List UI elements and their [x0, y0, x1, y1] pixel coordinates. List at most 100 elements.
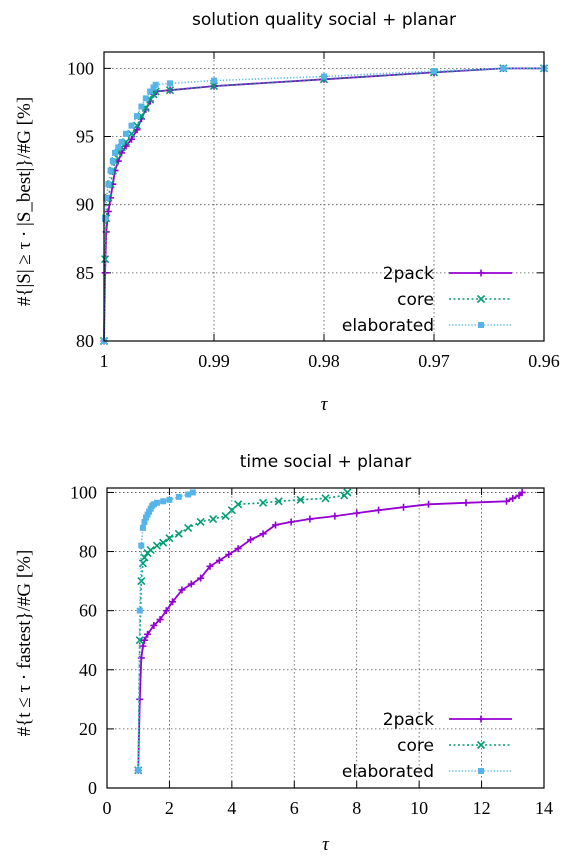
point-2pack — [156, 616, 164, 624]
point-2pack — [140, 636, 148, 644]
point-elaborated — [135, 767, 142, 774]
y-tick-label: 100 — [70, 482, 97, 502]
point-2pack — [425, 500, 433, 508]
point-core — [165, 534, 174, 543]
point-elaborated — [128, 122, 135, 129]
point-elaborated — [211, 77, 217, 84]
x-axis-label: τ — [322, 834, 330, 855]
point-core — [259, 498, 268, 507]
series-line-core — [103, 67, 544, 342]
point-elaborated — [166, 496, 173, 503]
legend: 2pack core elaborated — [342, 710, 512, 782]
point-elaborated — [138, 542, 145, 549]
series-line-elaborated — [137, 491, 194, 771]
legend-label: 2pack — [383, 710, 434, 730]
x-tick-label: 1 — [100, 351, 109, 371]
point-core — [209, 514, 218, 524]
plot-frame — [103, 51, 545, 342]
y-axis-label: #{t ≤ τ · fastest}/#G [%] — [14, 550, 35, 737]
point-2pack — [169, 598, 177, 606]
point-2pack — [104, 207, 112, 215]
x-tick-label: 2 — [165, 798, 174, 818]
y-tick-label: 0 — [88, 778, 97, 798]
point-core — [184, 523, 193, 532]
point-elaborated — [150, 501, 157, 508]
point-elaborated — [147, 88, 154, 95]
legend-label: elaborated — [342, 762, 434, 782]
point-elaborated — [152, 81, 159, 88]
point-2pack — [375, 506, 383, 514]
point-2pack — [178, 586, 186, 594]
point-elaborated — [102, 215, 109, 222]
x-tick-label: 10 — [410, 798, 428, 818]
point-core — [101, 255, 110, 264]
y-tick-label: 90 — [76, 195, 94, 215]
point-elaborated — [175, 493, 182, 500]
y-tick-label: 80 — [79, 542, 97, 562]
point-2pack — [225, 551, 233, 559]
point-core — [343, 488, 352, 497]
chart-title: time social + planar — [240, 452, 411, 472]
point-2pack — [287, 518, 295, 526]
y-tick-label: 80 — [76, 331, 94, 351]
point-core — [227, 506, 236, 515]
point-elaborated — [500, 65, 507, 72]
point-elaborated — [153, 499, 160, 506]
x-tick-label: 8 — [352, 798, 361, 818]
x-tick-label: 0.97 — [418, 351, 450, 371]
point-2pack — [272, 521, 280, 529]
legend-marker — [476, 740, 486, 750]
point-elaborated — [142, 95, 149, 102]
point-elaborated — [103, 194, 110, 201]
point-2pack — [247, 536, 255, 544]
point-elaborated — [141, 518, 148, 525]
point-2pack — [234, 545, 242, 553]
legend-marker — [477, 269, 485, 277]
legend-marker — [476, 294, 486, 304]
point-elaborated — [123, 130, 129, 137]
point-elaborated — [115, 144, 122, 151]
point-core — [138, 559, 147, 568]
point-2pack — [215, 556, 223, 564]
point-core — [321, 494, 330, 503]
point-core — [137, 577, 146, 586]
point-2pack — [503, 497, 511, 505]
legend: 2pack core elaborated — [342, 264, 512, 336]
point-elaborated — [185, 491, 192, 498]
y-tick-label: 100 — [67, 58, 94, 78]
legend-label: core — [397, 290, 434, 310]
chart-2: 0 2 4 6 8 10 12 14 0 20 40 60 80 100 2pack core elaborat… — [14, 452, 553, 855]
point-2pack — [259, 530, 267, 538]
y-tick-label: 60 — [79, 601, 97, 621]
series-elaborated — [135, 489, 196, 774]
x-tick-label: 0.99 — [198, 351, 230, 371]
series-2pack — [134, 488, 526, 774]
point-2pack — [462, 499, 470, 507]
point-2pack — [197, 574, 205, 582]
x-tick-label: 0.96 — [528, 351, 560, 371]
point-elaborated — [160, 498, 167, 505]
point-elaborated — [134, 113, 140, 120]
point-2pack — [150, 621, 158, 629]
point-core — [135, 636, 144, 645]
point-2pack — [206, 562, 214, 570]
legend-label: elaborated — [342, 316, 434, 336]
point-core — [127, 129, 136, 138]
point-core — [234, 500, 243, 509]
point-2pack — [331, 512, 339, 520]
y-tick-label: 20 — [79, 719, 97, 739]
y-tick-label: 85 — [76, 263, 94, 283]
point-elaborated — [321, 73, 327, 80]
legend-marker — [478, 768, 484, 774]
point-core — [221, 512, 230, 521]
chart-1: 1 0.99 0.98 0.97 0.96 80 85 90 95 100 2pack core ela… — [14, 10, 560, 415]
point-2pack — [518, 488, 526, 496]
point-elaborated — [107, 167, 114, 174]
point-core — [159, 538, 168, 547]
point-2pack — [187, 580, 195, 588]
y-tick-label: 95 — [76, 127, 94, 147]
legend-label: core — [397, 736, 434, 756]
legend-marker — [477, 715, 485, 723]
x-tick-label: 4 — [227, 798, 236, 818]
